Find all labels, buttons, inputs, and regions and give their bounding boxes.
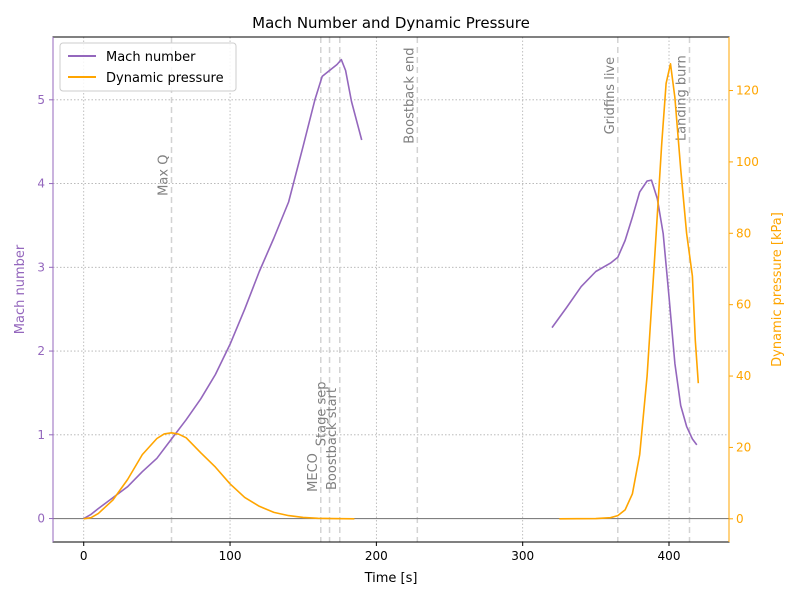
dynamic-pressure-line <box>559 63 700 520</box>
mach-number-line <box>551 179 698 446</box>
y-left-tick-label: 0 <box>37 512 45 526</box>
y-right-tick-label: 120 <box>736 84 759 98</box>
event-label: Stage sep <box>315 381 330 446</box>
y-right-tick-label: 60 <box>736 298 751 312</box>
y-left-tick-label: 2 <box>37 344 45 358</box>
y-right-tick-label: 0 <box>736 512 744 526</box>
legend-label-pressure: Dynamic pressure <box>106 71 224 86</box>
legend: Mach number Dynamic pressure <box>59 42 237 92</box>
y-right-tick-label: 80 <box>736 226 751 240</box>
x-tick-label: 300 <box>511 549 534 563</box>
grid <box>53 37 729 542</box>
x-axis-title: Time [s] <box>364 571 418 586</box>
x-tick-label: 400 <box>658 549 681 563</box>
x-tick-label: 100 <box>219 549 242 563</box>
legend-label-mach: Mach number <box>106 50 196 65</box>
legend-box <box>59 42 237 92</box>
event-label: Landing burn <box>674 55 689 141</box>
y-axis-left-title: Mach number <box>13 244 28 334</box>
dynamic-pressure-line <box>83 432 355 520</box>
y-right-tick-label: 100 <box>736 155 759 169</box>
mach-number-line <box>83 58 363 520</box>
event-label: Boostback end <box>402 48 417 144</box>
event-label: Boostback start <box>325 388 340 490</box>
y-left-tick-label: 5 <box>37 93 45 107</box>
event-label: Gridfins live <box>603 57 618 135</box>
ticks: 0 100 200 300 400 0 1 2 3 4 5 0 20 40 60 80 100 120 <box>37 37 759 563</box>
y-left-tick-label: 1 <box>37 428 45 442</box>
series <box>53 58 729 520</box>
y-axis-right-title: Dynamic pressure [kPa] <box>770 212 785 367</box>
y-left-tick-label: 3 <box>37 260 45 274</box>
x-tick-label: 200 <box>365 549 388 563</box>
x-tick-label: 0 <box>80 549 88 563</box>
y-left-tick-label: 4 <box>37 177 45 191</box>
y-right-tick-label: 40 <box>736 369 751 383</box>
event-label: Max Q <box>157 155 172 196</box>
event-label: MECO <box>306 453 321 492</box>
y-right-tick-label: 20 <box>736 440 751 454</box>
chart-title: Mach Number and Dynamic Pressure <box>252 14 530 32</box>
